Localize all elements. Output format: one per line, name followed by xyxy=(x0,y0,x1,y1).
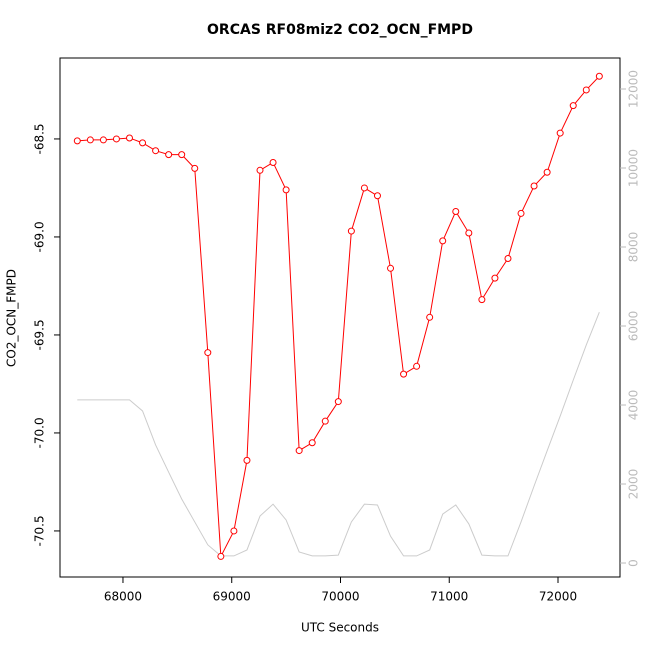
point xyxy=(308,439,316,447)
x-tick-label: 68000 xyxy=(104,590,142,604)
point xyxy=(243,456,251,464)
series-line xyxy=(77,312,600,557)
point xyxy=(387,264,395,272)
point xyxy=(321,417,329,425)
point xyxy=(478,296,486,304)
point xyxy=(465,229,473,237)
point xyxy=(517,209,525,217)
point xyxy=(452,207,460,215)
point xyxy=(373,192,381,200)
y-tick-label: -70.0 xyxy=(33,417,47,448)
point xyxy=(178,151,186,159)
point xyxy=(426,313,434,321)
point xyxy=(347,227,355,235)
point xyxy=(413,362,421,370)
point xyxy=(99,136,107,144)
point xyxy=(282,186,290,194)
point xyxy=(256,166,264,174)
y2-tick-label: 4000 xyxy=(627,390,641,421)
point xyxy=(269,158,277,166)
point xyxy=(295,447,303,455)
point xyxy=(491,274,499,282)
point xyxy=(530,182,538,190)
y2-tick-label: 12000 xyxy=(627,70,641,108)
point xyxy=(439,237,447,245)
point xyxy=(569,102,577,110)
y2-tick-label: 0 xyxy=(627,559,641,567)
point xyxy=(556,129,564,137)
point xyxy=(165,151,173,159)
chart-title: ORCAS RF08miz2 CO2_OCN_FMPD xyxy=(207,22,473,38)
y-tick-label: -68.5 xyxy=(33,123,47,154)
point xyxy=(582,86,590,94)
x-tick-label: 71000 xyxy=(430,590,468,604)
point xyxy=(360,184,368,192)
point xyxy=(125,134,133,142)
point xyxy=(595,72,603,80)
y2-tick-label: 6000 xyxy=(627,311,641,342)
y-axis-label: CO2_OCN_FMPD xyxy=(5,269,19,367)
point xyxy=(543,168,551,176)
point xyxy=(73,137,81,145)
y2-tick-label: 10000 xyxy=(627,149,641,187)
y-tick-label: -69.0 xyxy=(33,221,47,252)
point xyxy=(400,370,408,378)
y2-tick-label: 8000 xyxy=(627,232,641,263)
point xyxy=(139,139,147,147)
point xyxy=(204,349,212,357)
y-tick-label: -69.5 xyxy=(33,319,47,350)
x-tick-label: 69000 xyxy=(213,590,251,604)
point xyxy=(152,147,160,155)
x-axis-label: UTC Seconds xyxy=(301,621,379,635)
y2-tick-label: 2000 xyxy=(627,469,641,500)
x-tick-label: 72000 xyxy=(539,590,577,604)
point xyxy=(112,135,120,143)
x-tick-label: 70000 xyxy=(321,590,359,604)
y-tick-label: -70.5 xyxy=(33,515,47,546)
point xyxy=(334,398,342,406)
point xyxy=(86,136,94,144)
point xyxy=(191,164,199,172)
point xyxy=(217,552,225,560)
point xyxy=(504,255,512,263)
point xyxy=(230,527,238,535)
